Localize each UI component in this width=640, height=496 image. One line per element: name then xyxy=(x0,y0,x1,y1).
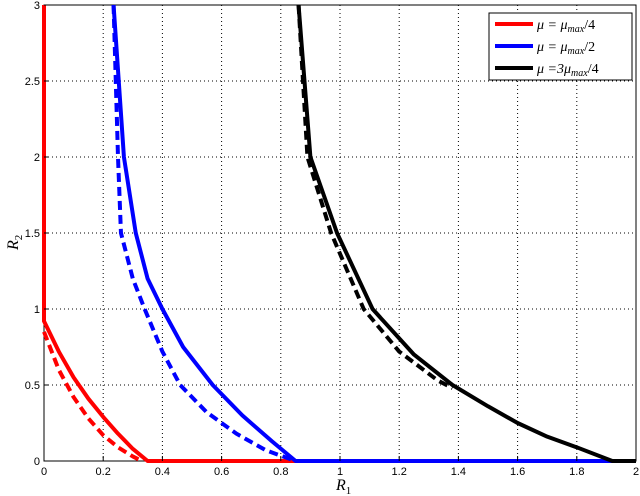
y-axis-label: R2 xyxy=(5,235,25,251)
y-tick-label: 3 xyxy=(34,0,40,12)
x-tick-label: 1.8 xyxy=(569,466,584,478)
grid-lines xyxy=(44,5,636,461)
x-axis-label: R1 xyxy=(335,477,351,496)
x-tick-label: 0.2 xyxy=(96,466,111,478)
y-tick-label: 2 xyxy=(34,152,40,164)
legend-label-red: μ = μmax/4 xyxy=(536,18,595,35)
x-tick-label: 1.2 xyxy=(392,466,407,478)
series-line xyxy=(42,331,143,463)
x-tick-label: 0.6 xyxy=(214,466,229,478)
series-line xyxy=(111,4,613,463)
y-tick-label: 2.5 xyxy=(25,76,40,88)
y-tick-label: 1.5 xyxy=(25,228,40,240)
series-line xyxy=(296,4,636,463)
series-line xyxy=(296,4,454,390)
x-tick-label: 0.4 xyxy=(155,466,170,478)
axis-ticks: 0 0.2 0.4 0.6 0.8 1 1.2 1.4 1.6 1.8 2 0 0.5 1 1.5 2 2.5 3 xyxy=(25,0,639,478)
y-tick-label: 0 xyxy=(34,456,40,468)
series-line xyxy=(111,4,297,463)
y-tick-label: 1 xyxy=(34,304,40,316)
x-tick-label: 1.4 xyxy=(451,466,466,478)
x-tick-label: 1.6 xyxy=(510,466,525,478)
legend-label-blue: μ = μmax/2 xyxy=(536,40,595,57)
legend-label-black: μ =3μmax/4 xyxy=(536,62,599,79)
x-tick-label: 0.8 xyxy=(273,466,288,478)
data-series xyxy=(42,4,636,463)
series-line xyxy=(42,5,296,463)
y-tick-label: 0.5 xyxy=(25,380,40,392)
legend: μ = μmax/4 μ = μmax/2 μ =3μmax/4 xyxy=(488,12,633,81)
x-tick-label: 2 xyxy=(633,466,639,478)
x-tick-label: 1 xyxy=(337,466,343,478)
x-tick-label: 0 xyxy=(41,466,47,478)
